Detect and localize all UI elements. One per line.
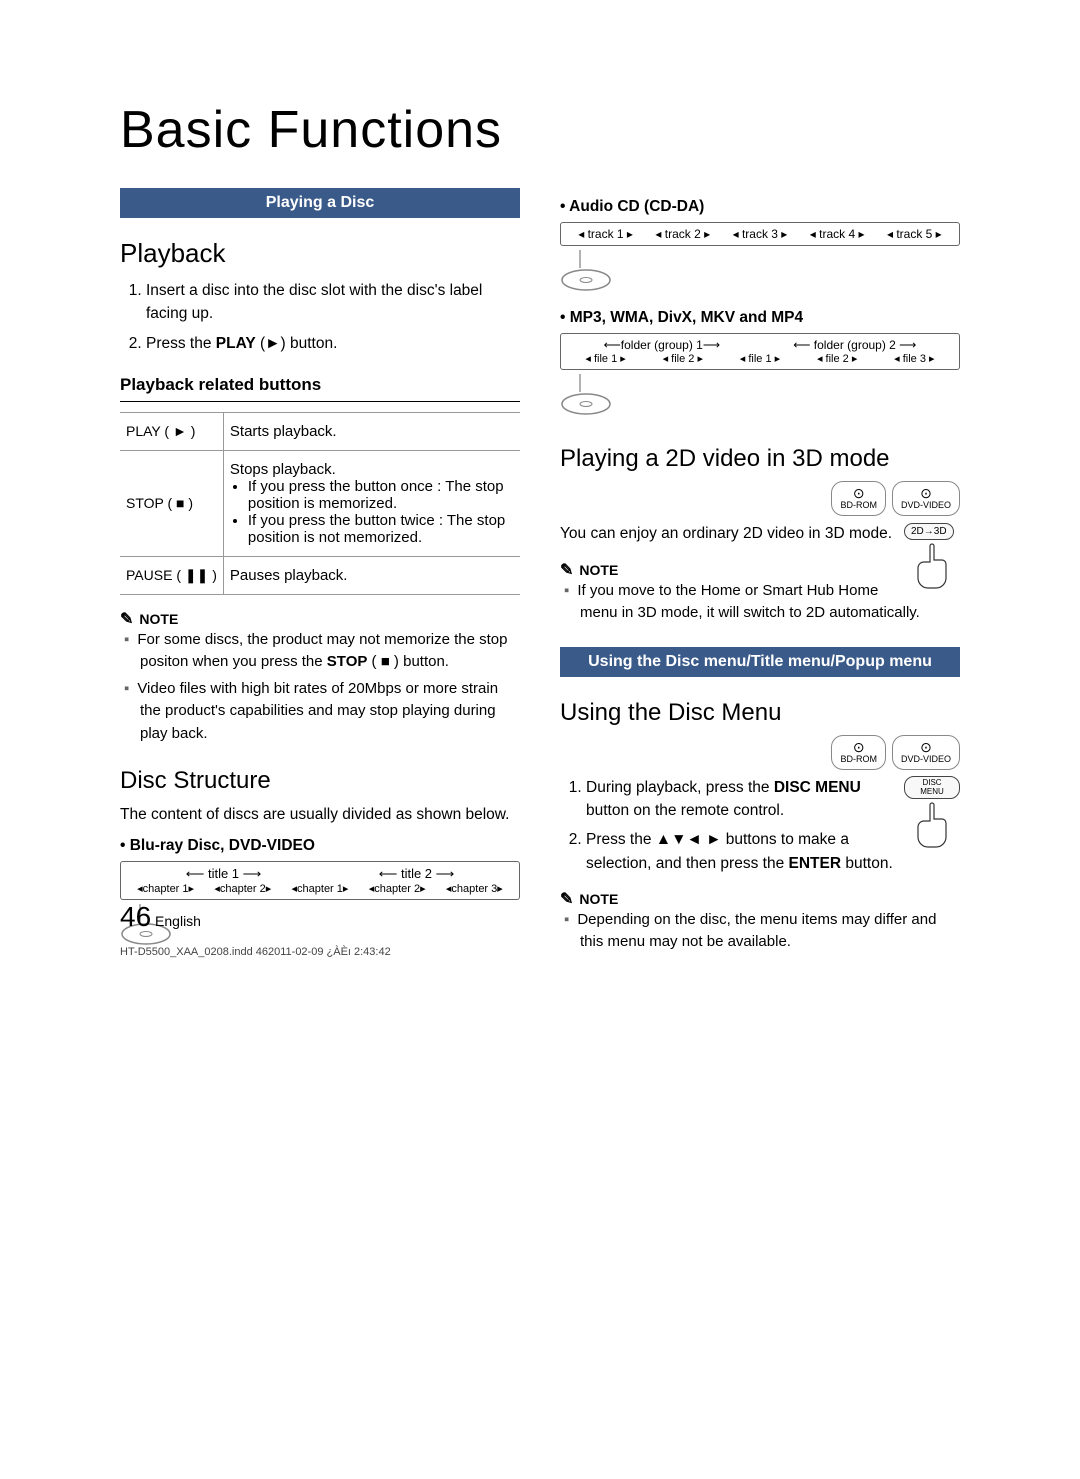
play-2d-body: You can enjoy an ordinary 2D video in 3D… [560, 522, 960, 545]
play-btn-label: PLAY ( ► ) [120, 412, 223, 450]
dvd-video-badge: DVD-VIDEO [892, 735, 960, 770]
bd-rom-badge: BD-ROM [831, 735, 886, 770]
using-disc-menu-heading: Using the Disc Menu [560, 699, 960, 727]
mp3-diagram: ⟵folder (group) 1⟶ ⟵ folder (group) 2 ⟶ … [560, 333, 960, 370]
stop-btn-desc: Stops playback. If you press the button … [223, 450, 520, 556]
disc-icon [560, 250, 620, 294]
disc-structure-body: The content of discs are usually divided… [120, 803, 520, 826]
remote-disc-menu-button: DISC MENU [904, 776, 960, 850]
left-column: Playing a Disc Playback Insert a disc in… [120, 188, 520, 958]
note-item: For some discs, the product may not memo… [140, 629, 520, 674]
pause-btn-label: PAUSE ( ❚❚ ) [120, 556, 223, 594]
page-footer: 46 English HT-D5500_XAA_0208.indd 46 201… [120, 901, 960, 958]
section-header-disc-menu: Using the Disc menu/Title menu/Popup men… [560, 647, 960, 677]
table-row: PLAY ( ► ) Starts playback. [120, 412, 520, 450]
audio-cd-heading: • Audio CD (CD-DA) [560, 198, 960, 216]
disc-badges: BD-ROM DVD-VIDEO [560, 735, 960, 770]
audio-cd-diagram: ◂ track 1 ▸ ◂ track 2 ▸ ◂ track 3 ▸ ◂ tr… [560, 222, 960, 246]
note-list: If you move to the Home or Smart Hub Hom… [580, 580, 960, 625]
note-item: If you move to the Home or Smart Hub Hom… [580, 580, 960, 625]
note-label: NOTE [120, 609, 520, 629]
stop-btn-label: STOP ( ■ ) [120, 450, 223, 556]
playback-buttons-table: PLAY ( ► ) Starts playback. STOP ( ■ ) S… [120, 412, 520, 595]
footer-file: HT-D5500_XAA_0208.indd 46 [120, 946, 268, 958]
playback-heading: Playback [120, 238, 520, 269]
play-2d-3d-heading: Playing a 2D video in 3D mode [560, 445, 960, 473]
playback-steps: Insert a disc into the disc slot with th… [146, 279, 520, 355]
play-btn-desc: Starts playback. [223, 412, 520, 450]
pause-btn-desc: Pauses playback. [223, 556, 520, 594]
table-row: STOP ( ■ ) Stops playback. If you press … [120, 450, 520, 556]
note-icon [120, 609, 135, 629]
btn-2d3d-icon: 2D→3D [904, 523, 954, 540]
note-list: For some discs, the product may not memo… [140, 629, 520, 746]
right-column: • Audio CD (CD-DA) ◂ track 1 ▸ ◂ track 2… [560, 188, 960, 958]
table-row: PAUSE ( ❚❚ ) Pauses playback. [120, 556, 520, 594]
disc-badges: BD-ROM DVD-VIDEO [560, 481, 960, 516]
bluray-heading: • Blu-ray Disc, DVD-VIDEO [120, 837, 520, 855]
disc-icon [560, 374, 620, 418]
btn-disc-menu-icon: DISC MENU [904, 776, 960, 800]
page-title: Basic Functions [120, 100, 960, 160]
divider [120, 401, 520, 402]
remote-2d3d-button: 2D→3D [904, 522, 960, 590]
page-number: 46 [120, 901, 151, 932]
bd-rom-badge: BD-ROM [831, 481, 886, 516]
section-header-playing-disc: Playing a Disc [120, 188, 520, 218]
disc-structure-heading: Disc Structure [120, 767, 520, 795]
note-icon [560, 560, 575, 580]
playback-step-1: Insert a disc into the disc slot with th… [146, 279, 520, 326]
bluray-diagram: ⟵ title 1 ⟶ ⟵ title 2 ⟶ ◂chapter 1▸ ◂cha… [120, 861, 520, 900]
note-item: Video files with high bit rates of 20Mbp… [140, 678, 520, 746]
page-lang: English [155, 913, 201, 929]
playback-related-heading: Playback related buttons [120, 375, 520, 395]
dvd-video-badge: DVD-VIDEO [892, 481, 960, 516]
mp3-heading: • MP3, WMA, DivX, MKV and MP4 [560, 309, 960, 327]
note-label: NOTE [560, 560, 894, 580]
playback-step-2: Press the PLAY (►) button. [146, 332, 520, 355]
footer-timestamp: 2011-02-09 ¿ÀÈı 2:43:42 [268, 946, 391, 958]
